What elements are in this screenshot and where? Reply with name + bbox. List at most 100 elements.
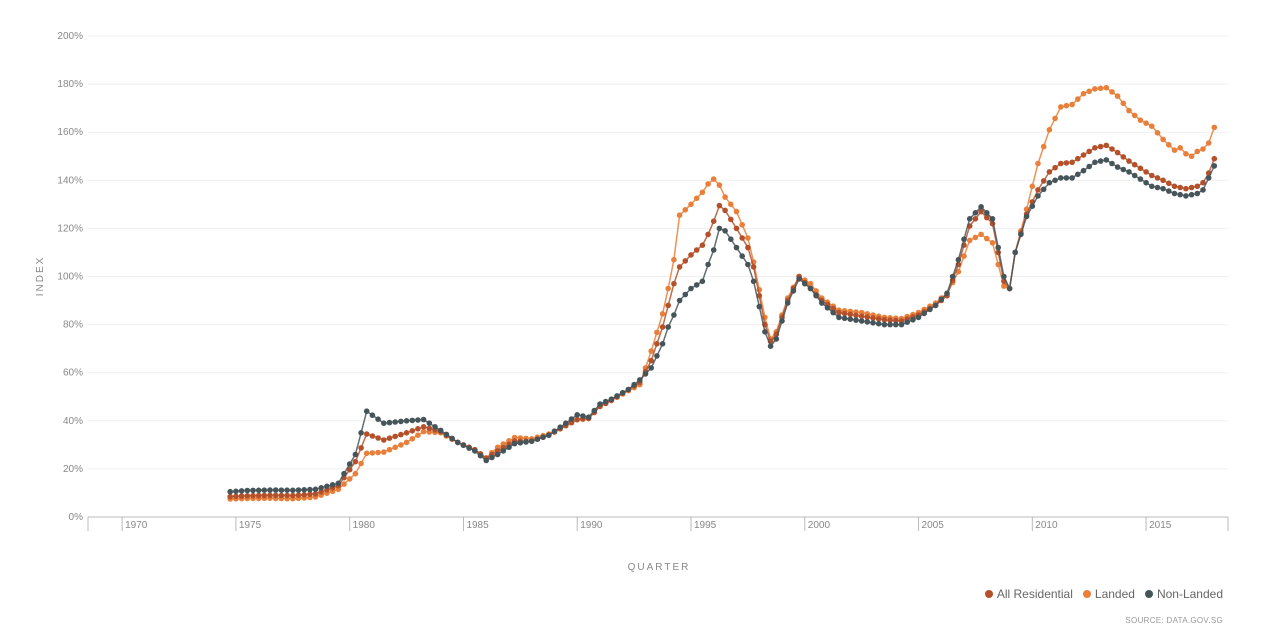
data-point-all-residential[interactable] xyxy=(1137,165,1144,172)
data-point-non-landed[interactable] xyxy=(858,318,865,324)
data-point-landed[interactable] xyxy=(1035,160,1041,167)
data-point-non-landed[interactable] xyxy=(244,487,251,494)
data-point-all-residential[interactable] xyxy=(426,425,433,432)
data-point-non-landed[interactable] xyxy=(511,440,518,447)
data-point-non-landed[interactable] xyxy=(1058,175,1064,181)
data-point-all-residential[interactable] xyxy=(1109,146,1115,152)
data-point-non-landed[interactable] xyxy=(648,365,654,371)
data-point-non-landed[interactable] xyxy=(659,341,666,347)
data-point-all-residential[interactable] xyxy=(1086,148,1092,155)
data-point-all-residential[interactable] xyxy=(369,433,376,439)
data-point-non-landed[interactable] xyxy=(841,315,848,322)
data-point-all-residential[interactable] xyxy=(1114,149,1121,156)
data-point-non-landed[interactable] xyxy=(938,296,945,303)
data-point-non-landed[interactable] xyxy=(1154,184,1161,191)
data-point-non-landed[interactable] xyxy=(722,228,728,234)
data-point-non-landed[interactable] xyxy=(932,302,939,309)
data-point-all-residential[interactable] xyxy=(733,225,740,232)
data-point-non-landed[interactable] xyxy=(1194,190,1201,197)
data-point-landed[interactable] xyxy=(728,201,734,208)
data-point-all-residential[interactable] xyxy=(1069,159,1075,166)
data-point-non-landed[interactable] xyxy=(602,398,609,405)
data-point-landed[interactable] xyxy=(346,476,353,482)
data-point-non-landed[interactable] xyxy=(523,439,529,445)
data-point-non-landed[interactable] xyxy=(307,486,313,493)
data-point-all-residential[interactable] xyxy=(375,435,381,441)
data-point-landed[interactable] xyxy=(1194,148,1201,155)
data-point-non-landed[interactable] xyxy=(614,393,620,399)
data-point-all-residential[interactable] xyxy=(398,431,404,438)
data-point-all-residential[interactable] xyxy=(830,305,836,312)
data-point-non-landed[interactable] xyxy=(984,210,990,216)
data-point-landed[interactable] xyxy=(654,329,660,336)
data-point-non-landed[interactable] xyxy=(756,303,763,310)
data-point-non-landed[interactable] xyxy=(893,321,899,328)
data-point-all-residential[interactable] xyxy=(227,493,233,500)
data-point-non-landed[interactable] xyxy=(796,276,802,282)
data-point-landed[interactable] xyxy=(1171,147,1178,153)
data-point-landed[interactable] xyxy=(1200,146,1206,152)
data-point-all-residential[interactable] xyxy=(272,492,279,499)
data-point-non-landed[interactable] xyxy=(551,428,558,435)
data-point-all-residential[interactable] xyxy=(710,218,717,224)
data-point-all-residential[interactable] xyxy=(1200,179,1206,186)
data-point-landed[interactable] xyxy=(984,235,990,242)
data-point-landed[interactable] xyxy=(676,212,683,218)
data-point-non-landed[interactable] xyxy=(790,288,797,294)
data-point-all-residential[interactable] xyxy=(420,424,427,430)
legend-item-non-landed[interactable]: Non-Landed xyxy=(1144,587,1223,601)
data-point-landed[interactable] xyxy=(705,181,711,187)
data-point-landed[interactable] xyxy=(733,208,740,215)
data-point-non-landed[interactable] xyxy=(358,430,364,436)
data-point-non-landed[interactable] xyxy=(966,216,973,222)
data-point-non-landed[interactable] xyxy=(619,389,626,396)
data-point-landed[interactable] xyxy=(1052,115,1058,122)
data-point-non-landed[interactable] xyxy=(472,448,478,454)
data-point-non-landed[interactable] xyxy=(710,247,717,253)
data-point-all-residential[interactable] xyxy=(1143,169,1149,175)
data-point-landed[interactable] xyxy=(961,253,967,259)
data-point-non-landed[interactable] xyxy=(1046,179,1053,186)
data-point-non-landed[interactable] xyxy=(921,310,927,317)
data-point-all-residential[interactable] xyxy=(381,437,387,443)
data-point-non-landed[interactable] xyxy=(489,454,495,461)
data-point-non-landed[interactable] xyxy=(398,418,404,425)
data-point-non-landed[interactable] xyxy=(693,282,700,288)
data-point-non-landed[interactable] xyxy=(460,442,467,449)
data-point-non-landed[interactable] xyxy=(437,427,444,434)
data-point-non-landed[interactable] xyxy=(875,320,882,327)
data-point-non-landed[interactable] xyxy=(654,353,660,359)
data-point-non-landed[interactable] xyxy=(443,431,450,438)
data-point-non-landed[interactable] xyxy=(915,314,922,321)
data-point-all-residential[interactable] xyxy=(363,431,370,437)
data-point-all-residential[interactable] xyxy=(881,317,888,323)
data-point-landed[interactable] xyxy=(1183,151,1189,157)
data-point-non-landed[interactable] xyxy=(665,324,671,330)
data-point-non-landed[interactable] xyxy=(494,451,501,458)
data-point-all-residential[interactable] xyxy=(716,202,723,209)
data-point-non-landed[interactable] xyxy=(819,300,825,306)
data-point-all-residential[interactable] xyxy=(648,357,654,364)
data-point-non-landed[interactable] xyxy=(1035,193,1041,199)
data-point-all-residential[interactable] xyxy=(887,317,893,324)
data-point-landed[interactable] xyxy=(1126,107,1132,114)
data-point-all-residential[interactable] xyxy=(278,492,285,499)
data-point-non-landed[interactable] xyxy=(528,438,535,445)
data-point-non-landed[interactable] xyxy=(637,377,643,383)
data-point-non-landed[interactable] xyxy=(1114,164,1121,170)
data-point-all-residential[interactable] xyxy=(893,317,899,324)
data-point-all-residential[interactable] xyxy=(875,316,882,322)
data-point-non-landed[interactable] xyxy=(1120,166,1127,173)
data-point-non-landed[interactable] xyxy=(250,487,256,494)
data-point-non-landed[interactable] xyxy=(506,444,512,451)
data-point-non-landed[interactable] xyxy=(261,487,268,494)
data-point-non-landed[interactable] xyxy=(836,314,842,321)
data-point-non-landed[interactable] xyxy=(1166,188,1172,194)
data-point-non-landed[interactable] xyxy=(955,256,962,263)
data-point-non-landed[interactable] xyxy=(1183,193,1189,199)
data-point-all-residential[interactable] xyxy=(1183,185,1189,192)
data-point-non-landed[interactable] xyxy=(949,273,956,280)
data-point-non-landed[interactable] xyxy=(238,488,245,494)
data-point-landed[interactable] xyxy=(369,450,376,456)
data-point-all-residential[interactable] xyxy=(705,231,711,238)
